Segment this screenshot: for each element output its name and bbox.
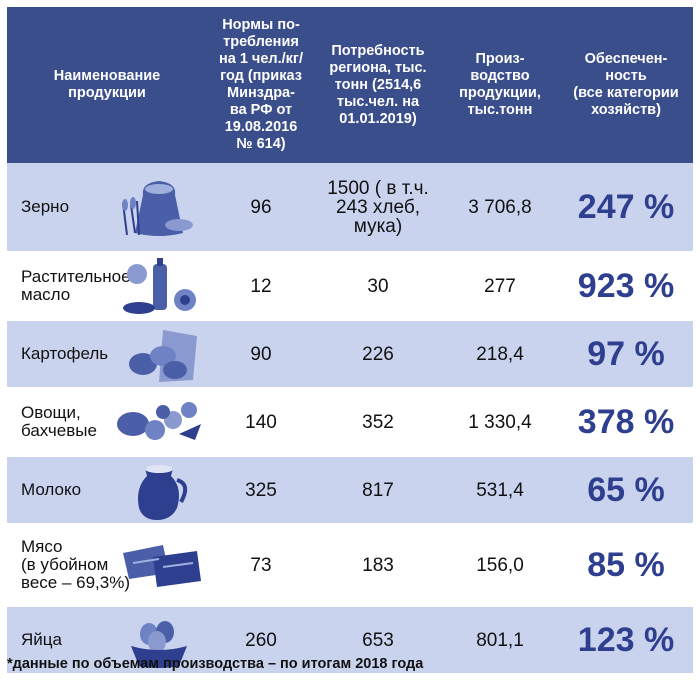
production-value: 801,1 bbox=[476, 629, 524, 651]
provision-value: 923 % bbox=[577, 266, 675, 305]
provision-value: 97 % bbox=[587, 334, 665, 373]
production-value: 1 330,4 bbox=[468, 411, 532, 433]
potato-sack-icon bbox=[129, 330, 197, 382]
product-name: Яйца bbox=[21, 630, 62, 649]
norm-value: 325 bbox=[245, 479, 277, 501]
norm-value: 12 bbox=[250, 275, 272, 297]
table-row: Молоко 325 817 531,4 65 % bbox=[7, 455, 693, 523]
provision-value: 65 % bbox=[587, 470, 665, 509]
product-name: Овощи, бахчевые bbox=[21, 403, 97, 440]
need-value: 226 bbox=[362, 343, 394, 365]
supply-table: Наименование продукции Нормы по- треблен… bbox=[7, 7, 693, 673]
table-row: Яйца 260 653 801,1 123 % bbox=[7, 605, 693, 673]
provision-value: 247 % bbox=[577, 187, 675, 226]
header-product-name: Наименование продукции bbox=[53, 68, 161, 101]
milk-jug-icon bbox=[138, 465, 188, 520]
header-provision: Обеспечен- ность (все категории хозяйств… bbox=[573, 51, 679, 118]
table-row: Зерно 96 1500 ( в т.ч. 243 хлеб, мука) 3… bbox=[7, 163, 693, 251]
table-header: Наименование продукции Нормы по- треблен… bbox=[7, 7, 693, 163]
production-value: 156,0 bbox=[476, 554, 524, 576]
need-value: 183 bbox=[362, 554, 394, 576]
production-value: 218,4 bbox=[476, 343, 524, 365]
product-name: Мясо (в убойном весе – 69,3%) bbox=[21, 537, 131, 592]
header-consumption-norm: Нормы по- требления на 1 чел./кг/ год (п… bbox=[218, 17, 304, 152]
product-name: Молоко bbox=[21, 480, 82, 499]
production-value: 3 706,8 bbox=[468, 196, 532, 218]
norm-value: 96 bbox=[250, 196, 272, 218]
table-row: Растительное масло 12 30 277 923 % bbox=[7, 251, 693, 319]
table-row: Картофель 90 226 218,4 97 % bbox=[7, 319, 693, 387]
norm-value: 140 bbox=[245, 411, 277, 433]
egg-basket-icon bbox=[131, 621, 187, 668]
product-name: Зерно bbox=[21, 197, 70, 216]
meat-icon bbox=[123, 545, 201, 587]
need-value: 30 bbox=[367, 275, 389, 297]
need-value: 1500 ( в т.ч. 243 хлеб, мука) bbox=[327, 177, 429, 237]
norm-value: 260 bbox=[245, 629, 277, 651]
norm-value: 73 bbox=[250, 554, 272, 576]
grain-sack-icon bbox=[122, 181, 193, 236]
need-value: 653 bbox=[362, 629, 394, 651]
product-name: Картофель bbox=[21, 344, 109, 363]
production-value: 277 bbox=[484, 275, 516, 297]
need-value: 817 bbox=[362, 479, 394, 501]
sunflower-oil-icon bbox=[123, 258, 196, 314]
header-region-need: Потребность региона, тыс. тонн (2514,6 т… bbox=[329, 42, 427, 127]
provision-value: 85 % bbox=[587, 545, 665, 584]
table-row: Овощи, бахчевые 140 352 1 330,4 378 % bbox=[7, 387, 693, 455]
need-value: 352 bbox=[362, 411, 394, 433]
provision-value: 123 % bbox=[577, 620, 675, 659]
footnote: *данные по объемам производства – по ито… bbox=[7, 656, 424, 672]
table-row: Мясо (в убойном весе – 69,3%) 73 183 156… bbox=[7, 523, 693, 605]
header-production: Произ- водство продукции, тыс.тонн bbox=[459, 51, 541, 118]
product-name: Растительное масло bbox=[21, 267, 131, 304]
vegetables-icon bbox=[117, 402, 201, 440]
norm-value: 90 bbox=[250, 343, 272, 365]
provision-value: 378 % bbox=[577, 402, 675, 441]
production-value: 531,4 bbox=[476, 479, 524, 501]
